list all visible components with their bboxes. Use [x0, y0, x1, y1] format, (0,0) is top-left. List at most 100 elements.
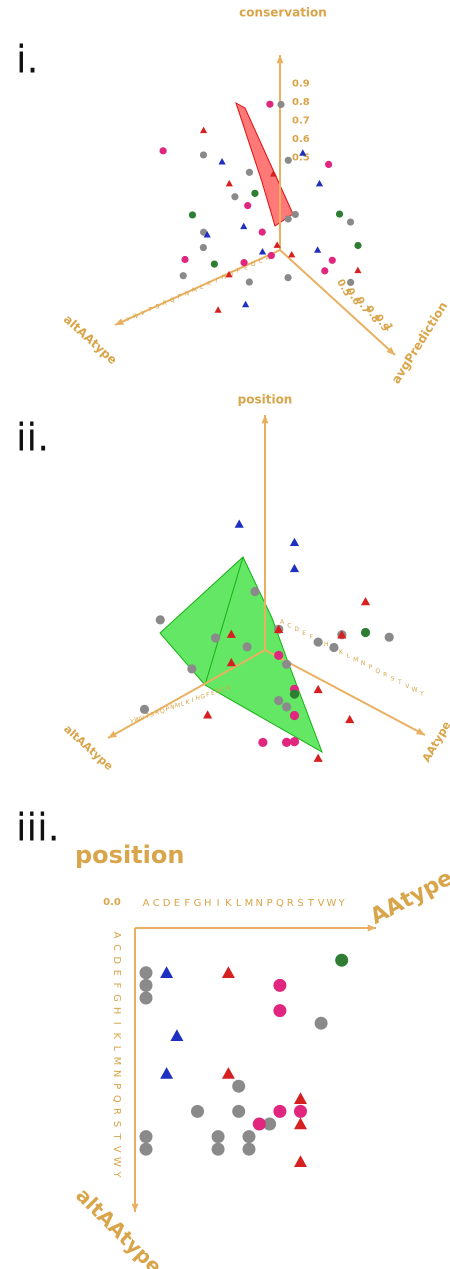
point	[160, 966, 174, 978]
point	[139, 966, 153, 980]
x-tick-label: L	[200, 284, 204, 291]
y-tick-label: W	[111, 1157, 122, 1167]
y-tick-label: H	[324, 641, 329, 648]
point	[267, 251, 275, 260]
point	[160, 1067, 174, 1079]
point	[289, 710, 300, 721]
point	[245, 278, 253, 286]
y-tick-label: N	[111, 1070, 122, 1077]
x-tick-label: R	[155, 710, 159, 717]
point	[252, 1117, 266, 1131]
hull-edge	[204, 556, 244, 686]
x-tick-label: Y	[338, 898, 346, 909]
x-tick-label: K	[207, 281, 212, 288]
hull	[235, 101, 294, 227]
y-tick-label: M	[111, 1057, 122, 1066]
point	[321, 267, 329, 275]
axis-arrow	[367, 924, 376, 932]
x-tick-label: M	[245, 898, 254, 909]
y-axis-title: AAtype	[420, 719, 450, 764]
x-tick-label: F	[184, 898, 190, 909]
x-tick-label: C	[259, 258, 263, 265]
panel-label: ii.	[16, 416, 49, 460]
y-tick-label: P	[369, 664, 373, 671]
x-tick-label: V	[140, 715, 145, 722]
x-axis-title: AAtype	[366, 865, 450, 929]
axis-arrow	[416, 728, 425, 735]
x-tick-label: E	[211, 690, 215, 697]
point	[187, 664, 197, 674]
point	[226, 629, 236, 638]
y-axis-title: avgPrediction	[389, 299, 450, 386]
x-tick-label: Y	[125, 317, 130, 324]
x-tick-label: N	[170, 704, 175, 711]
point	[258, 737, 268, 748]
point	[251, 189, 259, 197]
y-tick-label: E	[302, 630, 306, 637]
axis-line	[279, 249, 396, 356]
x-tick-label: R	[163, 300, 167, 307]
point	[281, 702, 292, 712]
x-tick-label: W	[132, 313, 138, 320]
point	[188, 211, 197, 219]
point	[346, 218, 355, 226]
point	[211, 1130, 225, 1144]
point	[203, 710, 213, 719]
point	[273, 1004, 287, 1018]
x-tick-label: T	[307, 898, 315, 909]
y-tick-label: Y	[419, 691, 424, 698]
point	[345, 714, 355, 724]
x-tick-label: N	[185, 290, 190, 297]
x-tick-label: H	[195, 695, 200, 702]
point	[266, 100, 274, 108]
y-tick-label: T	[397, 679, 402, 686]
point	[289, 537, 300, 547]
point	[155, 615, 165, 625]
y-tick-label: D	[111, 956, 122, 964]
x-tick-label: S	[156, 303, 160, 310]
point	[263, 1117, 277, 1131]
x-tick-label: T	[144, 713, 149, 720]
x-tick-label: P	[267, 898, 273, 909]
y-tick-label: Q	[375, 668, 380, 675]
x-tick-label: A	[266, 255, 271, 262]
x-tick-label: G	[200, 693, 205, 700]
point	[242, 1142, 256, 1156]
y-tick-label: P	[111, 1083, 122, 1089]
point	[314, 246, 322, 253]
y-tick-label: V	[405, 683, 410, 690]
point	[221, 1067, 235, 1079]
x-tick-label: P	[166, 706, 170, 713]
point	[218, 158, 226, 165]
point	[191, 1104, 204, 1118]
axis-line	[264, 649, 426, 736]
x-tick-label: W	[326, 898, 336, 909]
axis-arrow	[115, 318, 124, 325]
x-tick-label: D	[163, 898, 171, 909]
z-tick-label: 0.8	[292, 97, 310, 108]
x-tick-label: E	[174, 898, 180, 909]
x-tick-label: S	[150, 711, 154, 718]
point	[139, 1130, 153, 1144]
x-tick-label: E	[244, 264, 248, 271]
x-tick-label: F	[237, 268, 241, 275]
point	[299, 149, 307, 156]
point	[210, 260, 218, 268]
point	[313, 684, 323, 694]
point	[335, 210, 344, 218]
corner-label: 0.0	[103, 897, 121, 908]
y-tick-label: F	[111, 983, 122, 989]
point	[273, 978, 287, 992]
x-tick-label: N	[256, 898, 263, 909]
point	[170, 1029, 184, 1041]
point	[210, 633, 221, 643]
z-tick-label: 0.9	[292, 79, 310, 90]
point	[325, 160, 333, 168]
point	[242, 1130, 256, 1144]
z-tick-label: 0.5	[292, 153, 310, 164]
axis-arrow	[131, 1203, 139, 1212]
y-tick-label: L	[347, 653, 351, 660]
point	[211, 1142, 225, 1156]
point	[313, 753, 323, 762]
y-tick-label: S	[391, 675, 395, 682]
